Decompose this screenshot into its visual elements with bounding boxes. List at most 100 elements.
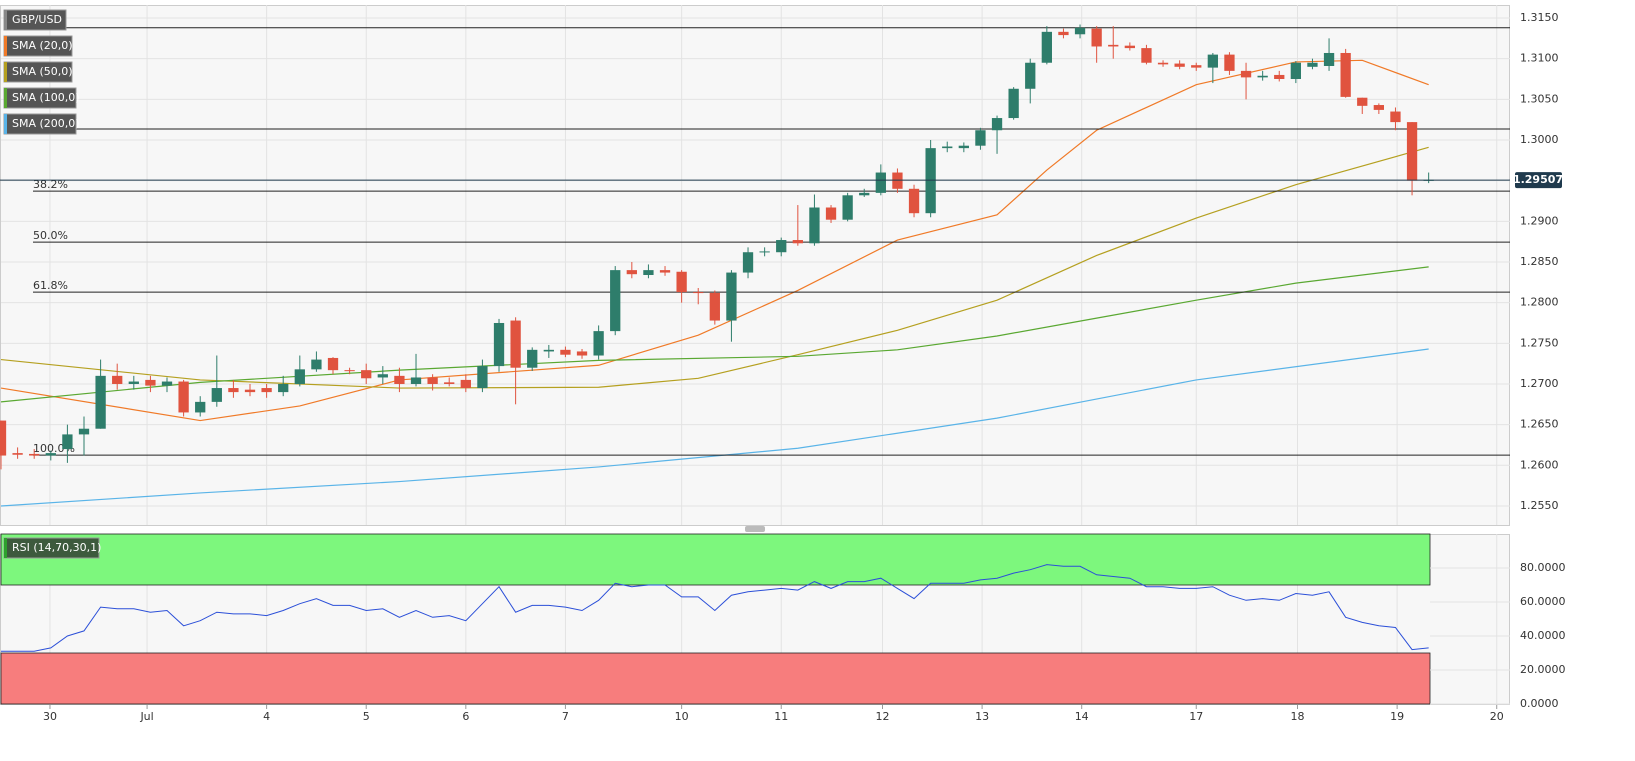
candle-body	[1390, 111, 1401, 123]
sma-line	[0, 348, 1429, 507]
candle-body	[112, 375, 123, 384]
candle-body	[726, 272, 737, 321]
legend-label: SMA (50,0)	[12, 65, 73, 78]
candle-body	[709, 292, 720, 321]
candle-body	[991, 118, 1003, 131]
candle-body	[244, 389, 256, 393]
candle-body	[859, 192, 870, 196]
price-panel	[0, 5, 1510, 526]
y-tick-label: 1.2650	[1520, 418, 1559, 431]
candle-body	[477, 366, 488, 389]
candle-body	[361, 370, 372, 379]
candle-body	[1058, 31, 1069, 36]
candle-body	[493, 322, 505, 367]
candle-body	[809, 207, 820, 244]
candle-body	[1174, 63, 1185, 67]
y-tick-label: 1.2800	[1520, 296, 1559, 309]
candle-body	[1357, 97, 1368, 106]
candle-body	[875, 172, 886, 193]
candle-body	[1091, 28, 1102, 47]
candle-body	[576, 351, 588, 356]
fib-label: 61.8%	[33, 279, 68, 292]
candle-body	[1124, 45, 1135, 49]
candle-body	[178, 381, 189, 413]
candle-body	[958, 145, 969, 149]
candle-body	[1340, 52, 1351, 97]
candle-body	[145, 379, 156, 386]
candle-body	[62, 434, 73, 450]
fib-label: 50.0%	[33, 229, 68, 242]
candle-body	[925, 148, 936, 214]
sma-line	[0, 59, 1429, 422]
candle-body	[344, 370, 355, 372]
candle-body	[610, 270, 621, 332]
candle-body	[1207, 54, 1218, 68]
candle-body	[0, 420, 7, 456]
x-tick-label: 10	[675, 710, 689, 723]
candle-body	[278, 383, 289, 393]
candle-body	[394, 375, 405, 384]
x-tick-label: 17	[1189, 710, 1203, 723]
panel-resize-handle[interactable]	[745, 526, 765, 532]
candle-body	[1191, 65, 1202, 68]
legend-swatch	[4, 62, 7, 82]
legend-label: SMA (20,0)	[12, 39, 73, 52]
candle-body	[659, 270, 671, 273]
legend-swatch	[4, 10, 7, 30]
legend-swatch	[4, 88, 7, 108]
y-tick-label: 1.2600	[1520, 458, 1559, 471]
candle-body	[410, 377, 422, 384]
candle-body	[593, 331, 604, 356]
candle-body	[1406, 122, 1418, 181]
candle-body	[1074, 27, 1086, 35]
candle-body	[1323, 52, 1335, 66]
candle-body	[825, 207, 837, 220]
y-tick-label: 1.2900	[1520, 214, 1559, 227]
x-tick-label: 7	[562, 710, 569, 723]
candle-body	[195, 401, 206, 413]
x-tick-label: 4	[263, 710, 270, 723]
candle-body	[1025, 62, 1036, 89]
y-tick-label: 1.3000	[1520, 133, 1559, 146]
y-tick-label: 1.2700	[1520, 377, 1559, 390]
candle-body	[161, 381, 173, 386]
candle-body	[1224, 54, 1235, 71]
candle-body	[29, 453, 40, 456]
candle-body	[742, 252, 754, 273]
rsi-band	[0, 533, 1431, 586]
current-price-box	[1515, 172, 1562, 189]
candle-body	[842, 195, 853, 220]
fib-label: 38.2%	[33, 178, 68, 191]
y-tick-label: 20.0000	[1520, 663, 1566, 676]
candle-body	[792, 240, 803, 244]
candle-body	[1373, 105, 1385, 110]
candle-body	[892, 172, 903, 189]
x-tick-label: Jul	[139, 710, 153, 723]
candle-body	[643, 270, 654, 276]
y-tick-label: 60.0000	[1520, 595, 1566, 608]
x-tick-label: 30	[43, 710, 57, 723]
y-tick-label: 1.2550	[1520, 499, 1559, 512]
sma-line	[0, 266, 1429, 403]
candle-body	[908, 188, 920, 214]
sma-line	[0, 146, 1429, 389]
candle-body	[510, 320, 521, 368]
candle-body	[327, 357, 339, 371]
candle-body	[78, 428, 90, 435]
legend-swatch	[4, 114, 7, 134]
legend-label: SMA (100,0)	[12, 91, 80, 104]
legend-label: RSI (14,70,30,1)	[12, 541, 101, 554]
y-tick-label: 0.0000	[1520, 697, 1559, 710]
y-tick-label: 1.3150	[1520, 11, 1559, 24]
candle-body	[427, 377, 438, 384]
candle-body	[228, 388, 239, 393]
y-tick-label: 80.0000	[1520, 561, 1566, 574]
candle-body	[294, 369, 305, 384]
x-tick-label: 5	[363, 710, 370, 723]
rsi-line	[1, 564, 1429, 652]
x-tick-label: 18	[1291, 710, 1305, 723]
candle-body	[211, 388, 222, 402]
x-tick-label: 20	[1490, 710, 1504, 723]
x-tick-label: 19	[1390, 710, 1404, 723]
